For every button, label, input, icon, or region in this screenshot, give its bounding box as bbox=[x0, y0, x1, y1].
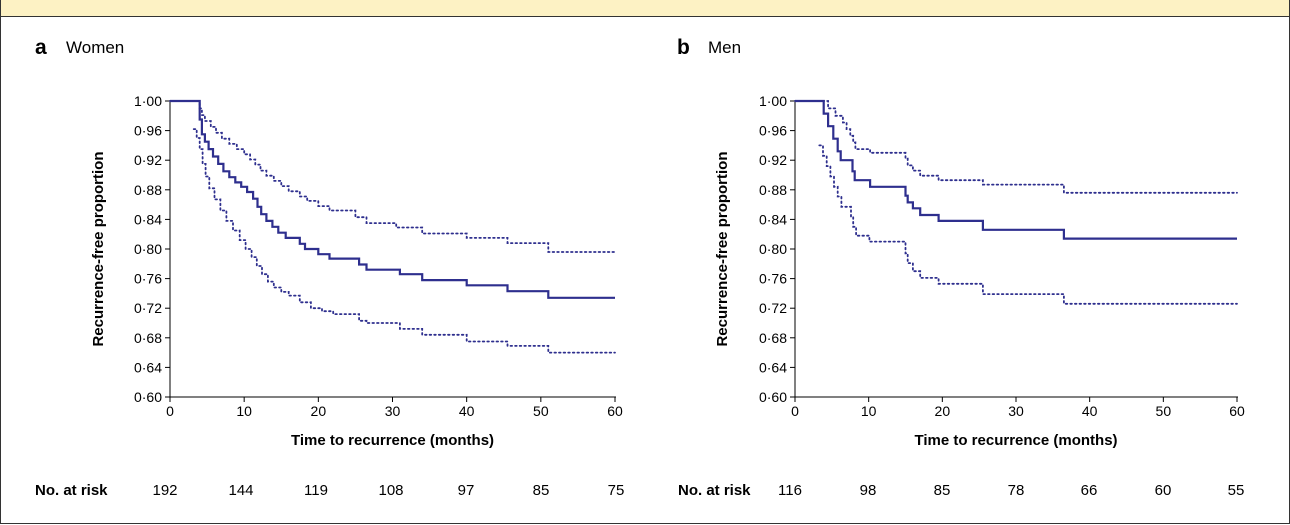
y-tick-label: 0·68 bbox=[759, 330, 787, 346]
upper-confidence-curve bbox=[169, 100, 616, 253]
x-tick-label: 30 bbox=[1008, 403, 1024, 419]
panel-letter-b: b bbox=[677, 36, 690, 59]
risk-value: 60 bbox=[1154, 482, 1172, 499]
x-tick-label: 10 bbox=[861, 403, 877, 419]
x-tick-label: 20 bbox=[935, 403, 951, 419]
risk-label: No. at risk bbox=[678, 482, 751, 499]
risk-value: 192 bbox=[152, 482, 178, 499]
x-axis-label: Time to recurrence (months) bbox=[914, 432, 1117, 449]
survival-curve bbox=[170, 99, 615, 299]
chart-panel-a: 0 10 20 30 40 50 60 0·60 0·64 0·68 0·72 0·76 0·80 0·8… bbox=[90, 93, 623, 449]
risk-value: 97 bbox=[457, 482, 475, 499]
x-tick-label: 50 bbox=[1156, 403, 1172, 419]
risk-value: 108 bbox=[378, 482, 404, 499]
y-tick-label: 0·92 bbox=[759, 152, 787, 168]
survival-curve bbox=[795, 99, 1237, 240]
y-tick-label: 0·64 bbox=[134, 359, 162, 375]
risk-value: 144 bbox=[228, 482, 254, 499]
risk-value: 98 bbox=[859, 482, 877, 499]
y-axis-label: Recurrence-free proportion bbox=[714, 151, 731, 346]
x-tick-label: 20 bbox=[311, 403, 327, 419]
x-tick-label: 10 bbox=[236, 403, 252, 419]
upper-confidence-curve bbox=[794, 100, 1238, 194]
y-tick-label: 1·00 bbox=[759, 93, 787, 109]
y-tick-label: 0·84 bbox=[134, 211, 162, 227]
panel-title-men: Men bbox=[708, 38, 742, 57]
y-tick-label: 0·96 bbox=[134, 123, 162, 139]
panel-letter-a: a bbox=[35, 36, 47, 59]
y-tick-label: 0·72 bbox=[134, 300, 162, 316]
risk-value: 85 bbox=[933, 482, 951, 499]
risk-label: No. at risk bbox=[35, 482, 108, 499]
panel-title-women: Women bbox=[66, 38, 125, 57]
y-tick-label: 0·64 bbox=[759, 359, 787, 375]
y-tick-label: 0·76 bbox=[759, 271, 787, 287]
y-tick-label: 1·00 bbox=[134, 93, 162, 109]
lower-confidence-curve bbox=[192, 128, 616, 354]
y-tick-label: 0·76 bbox=[134, 271, 162, 287]
y-tick-label: 0·72 bbox=[759, 300, 787, 316]
x-tick-label: 0 bbox=[166, 403, 174, 419]
y-tick-label: 0·96 bbox=[759, 123, 787, 139]
x-tick-label: 30 bbox=[385, 403, 401, 419]
x-tick-label: 50 bbox=[533, 403, 549, 419]
y-tick-label: 0·92 bbox=[134, 152, 162, 168]
y-tick-label: 0·80 bbox=[759, 241, 787, 257]
risk-value: 55 bbox=[1227, 482, 1245, 499]
x-tick-label: 60 bbox=[607, 403, 623, 419]
header-bar bbox=[0, 0, 1290, 17]
x-tick-label: 40 bbox=[459, 403, 475, 419]
risk-value: 75 bbox=[607, 482, 625, 499]
risk-value: 85 bbox=[532, 482, 550, 499]
y-tick-label: 0·84 bbox=[759, 211, 787, 227]
lower-confidence-curve bbox=[818, 144, 1238, 305]
y-tick-label: 0·60 bbox=[134, 389, 162, 405]
y-tick-label: 0·60 bbox=[759, 389, 787, 405]
risk-value: 119 bbox=[304, 482, 328, 499]
y-tick-label: 0·68 bbox=[134, 330, 162, 346]
chart-panel-b: 0 10 20 30 40 50 60 0·60 0·64 0·68 0·72 0·76 0·80 0·8… bbox=[714, 93, 1245, 449]
x-tick-label: 0 bbox=[791, 403, 799, 419]
x-axis-label: Time to recurrence (months) bbox=[291, 432, 494, 449]
x-tick-label: 40 bbox=[1082, 403, 1098, 419]
y-tick-label: 0·88 bbox=[134, 182, 162, 198]
risk-value: 66 bbox=[1080, 482, 1098, 499]
y-axis-label: Recurrence-free proportion bbox=[90, 151, 107, 346]
risk-value: 116 bbox=[778, 482, 802, 499]
y-tick-label: 0·88 bbox=[759, 182, 787, 198]
risk-value: 78 bbox=[1007, 482, 1025, 499]
x-tick-label: 60 bbox=[1229, 403, 1245, 419]
y-tick-label: 0·80 bbox=[134, 241, 162, 257]
